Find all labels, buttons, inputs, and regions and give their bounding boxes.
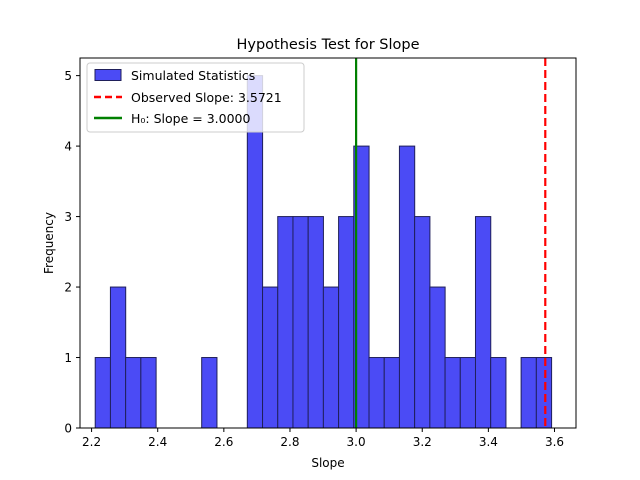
histogram-bar (383, 357, 400, 429)
y-tick-label: 0 (64, 422, 72, 436)
histogram-bar (140, 357, 157, 429)
x-tick-label: 2.4 (148, 435, 167, 449)
y-tick-label: 4 (64, 140, 72, 154)
histogram-bar (474, 216, 492, 429)
y-axis-label: Frequency (42, 212, 56, 274)
histogram-bar (535, 357, 553, 429)
histogram-bar (398, 145, 416, 429)
legend-box (86, 62, 305, 133)
legend-label-observed: Observed Slope: 3.5721 (131, 90, 282, 105)
x-ticks: 2.2 2.4 2.6 2.8 3.0 3.2 3.4 3.6 (82, 428, 564, 449)
x-axis-label: Slope (311, 456, 344, 470)
x-tick-label: 3.4 (479, 435, 498, 449)
axes-frame (79, 57, 577, 429)
histogram-bar (125, 357, 142, 429)
x-tick-label: 3.2 (413, 435, 432, 449)
x-tick-label: 2.6 (214, 435, 233, 449)
histogram-bar (109, 286, 127, 429)
x-tick-label: 2.8 (280, 435, 299, 449)
histogram-bar (520, 357, 537, 429)
legend-swatch-simulated (94, 69, 122, 81)
histogram-bar (414, 216, 431, 429)
histogram-bar (338, 216, 355, 429)
histogram-bar (277, 216, 294, 429)
y-tick-label: 3 (64, 210, 72, 224)
histogram-bar (201, 357, 218, 429)
y-tick-label: 2 (64, 281, 72, 295)
histogram-bar (307, 216, 324, 429)
histogram-bar (490, 357, 507, 429)
y-tick-label: 1 (64, 351, 72, 365)
reference-lines-layer (355, 58, 547, 428)
histogram-bar (459, 357, 477, 429)
legend-label-null: H₀: Slope = 3.0000 (131, 111, 250, 126)
x-tick-label: 3.0 (347, 435, 366, 449)
x-tick-label: 2.2 (82, 435, 101, 449)
legend-label-simulated: Simulated Statistics (131, 68, 255, 83)
y-ticks: 0 1 2 3 4 5 (64, 69, 80, 436)
x-tick-label: 3.6 (545, 435, 564, 449)
histogram-bar (429, 286, 446, 429)
histogram-bar (262, 286, 279, 429)
histogram-bar (444, 357, 461, 429)
chart-title: Hypothesis Test for Slope (236, 37, 419, 53)
histogram-bar (322, 286, 340, 429)
y-tick-label: 5 (64, 69, 72, 83)
legend: Simulated Statistics Observed Slope: 3.5… (86, 62, 305, 133)
histogram-bar (368, 357, 385, 429)
histogram-bar (292, 216, 309, 429)
histogram-bar (94, 357, 111, 429)
